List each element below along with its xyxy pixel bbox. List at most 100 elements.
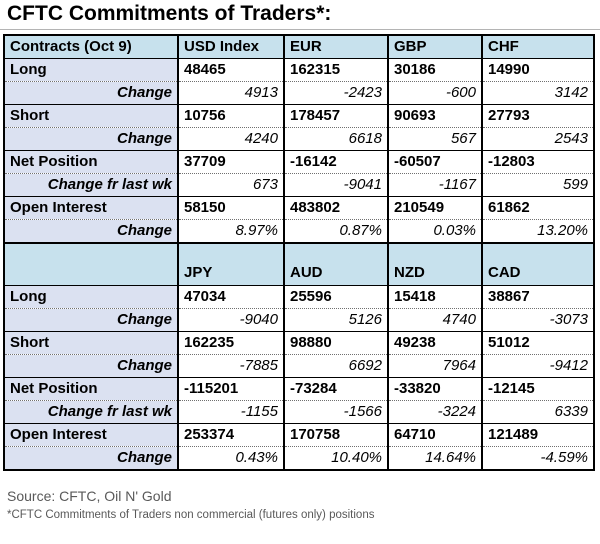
row-label-cell: Long	[4, 285, 178, 309]
row-label-cell: Change	[4, 219, 178, 244]
currency-header-cell: CAD	[481, 243, 594, 286]
data-row: Change 0.43% 10.40% 14.64% -4.59%	[4, 446, 594, 471]
source-text: Source: CFTC, Oil N' Gold	[7, 488, 172, 504]
value-cell: 14990	[481, 58, 594, 82]
value-cell: 47034	[177, 285, 284, 309]
row-label-cell: Change	[4, 127, 178, 151]
value-cell: -12803	[481, 150, 594, 174]
value-cell: 253374	[177, 423, 284, 447]
data-row: Open Interest 253374 170758 64710 121489	[4, 423, 594, 447]
value-cell: -115201	[177, 377, 284, 401]
value-cell: 10.40%	[283, 446, 388, 471]
value-cell: 38867	[481, 285, 594, 309]
value-cell: 178457	[283, 104, 388, 128]
value-cell: 673	[177, 173, 284, 197]
data-row: Change 4913 -2423 -600 3142	[4, 81, 594, 105]
value-cell: 49238	[387, 331, 482, 355]
value-cell: -4.59%	[481, 446, 594, 471]
row-label-cell: Change fr last wk	[4, 400, 178, 424]
row-label-cell: Long	[4, 58, 178, 82]
value-cell: 58150	[177, 196, 284, 220]
value-cell: -60507	[387, 150, 482, 174]
value-cell: 27793	[481, 104, 594, 128]
value-cell: 170758	[283, 423, 388, 447]
value-cell: 210549	[387, 196, 482, 220]
value-cell: -1167	[387, 173, 482, 197]
row-label-cell: Short	[4, 331, 178, 355]
row-label-cell: Change	[4, 308, 178, 332]
data-row: Change -9040 5126 4740 -3073	[4, 308, 594, 332]
row-label-cell: Change fr last wk	[4, 173, 178, 197]
value-cell: 4240	[177, 127, 284, 151]
value-cell: 483802	[283, 196, 388, 220]
cot-table-body: Contracts (Oct 9) USD Index EUR GBP CHF Long 4…	[4, 35, 594, 471]
value-cell: 14.64%	[387, 446, 482, 471]
row-label-cell: Net Position	[4, 150, 178, 174]
footnote-text: *CFTC Commitments of Traders non commerc…	[7, 509, 375, 521]
data-row: Open Interest 58150 483802 210549 61862	[4, 196, 594, 220]
data-row: Net Position 37709 -16142 -60507 -12803	[4, 150, 594, 174]
value-cell: 48465	[177, 58, 284, 82]
currency-header-cell: NZD	[387, 243, 482, 286]
value-cell: 6339	[481, 400, 594, 424]
currency-header-cell: EUR	[283, 35, 388, 59]
value-cell: 6618	[283, 127, 388, 151]
value-cell: -7885	[177, 354, 284, 378]
row-label-cell: Net Position	[4, 377, 178, 401]
value-cell: 0.87%	[283, 219, 388, 244]
currency-header-cell: AUD	[283, 243, 388, 286]
value-cell: 8.97%	[177, 219, 284, 244]
row-label-cell: Open Interest	[4, 196, 178, 220]
currency-header-cell: USD Index	[177, 35, 284, 59]
value-cell: -33820	[387, 377, 482, 401]
row-label-cell: Change	[4, 446, 178, 471]
value-cell: -9040	[177, 308, 284, 332]
value-cell: 10756	[177, 104, 284, 128]
value-cell: 51012	[481, 331, 594, 355]
value-cell: 121489	[481, 423, 594, 447]
value-cell: 37709	[177, 150, 284, 174]
value-cell: 0.43%	[177, 446, 284, 471]
cot-table: Contracts (Oct 9) USD Index EUR GBP CHF Long 4…	[3, 34, 595, 471]
value-cell: 599	[481, 173, 594, 197]
value-cell: 162235	[177, 331, 284, 355]
data-row: Long 47034 25596 15418 38867	[4, 285, 594, 309]
value-cell: 4740	[387, 308, 482, 332]
page-title: CFTC Commitments of Traders*:	[7, 2, 332, 25]
value-cell: 6692	[283, 354, 388, 378]
value-cell: -12145	[481, 377, 594, 401]
value-cell: 7964	[387, 354, 482, 378]
column-header-row: Contracts (Oct 9) USD Index EUR GBP CHF	[4, 35, 594, 59]
value-cell: 567	[387, 127, 482, 151]
value-cell: 4913	[177, 81, 284, 105]
value-cell: -73284	[283, 377, 388, 401]
value-cell: 30186	[387, 58, 482, 82]
value-cell: -9412	[481, 354, 594, 378]
data-row: Change fr last wk -1155 -1566 -3224 6339	[4, 400, 594, 424]
value-cell: 15418	[387, 285, 482, 309]
row-header-label-cell: Contracts (Oct 9)	[4, 35, 178, 59]
data-row: Change -7885 6692 7964 -9412	[4, 354, 594, 378]
currency-header-cell: GBP	[387, 35, 482, 59]
value-cell: -2423	[283, 81, 388, 105]
title-divider	[0, 29, 600, 30]
row-label-cell: Short	[4, 104, 178, 128]
data-row: Short 162235 98880 49238 51012	[4, 331, 594, 355]
value-cell: -3073	[481, 308, 594, 332]
data-row: Short 10756 178457 90693 27793	[4, 104, 594, 128]
row-label-cell: Open Interest	[4, 423, 178, 447]
column-header-row: JPY AUD NZD CAD	[4, 243, 594, 286]
value-cell: 5126	[283, 308, 388, 332]
value-cell: 3142	[481, 81, 594, 105]
value-cell: 64710	[387, 423, 482, 447]
currency-header-cell: CHF	[481, 35, 594, 59]
value-cell: 162315	[283, 58, 388, 82]
value-cell: -3224	[387, 400, 482, 424]
value-cell: 13.20%	[481, 219, 594, 244]
value-cell: -9041	[283, 173, 388, 197]
value-cell: 61862	[481, 196, 594, 220]
data-row: Net Position -115201 -73284 -33820 -12145	[4, 377, 594, 401]
value-cell: 2543	[481, 127, 594, 151]
row-header-label-cell	[4, 243, 178, 286]
row-label-cell: Change	[4, 354, 178, 378]
